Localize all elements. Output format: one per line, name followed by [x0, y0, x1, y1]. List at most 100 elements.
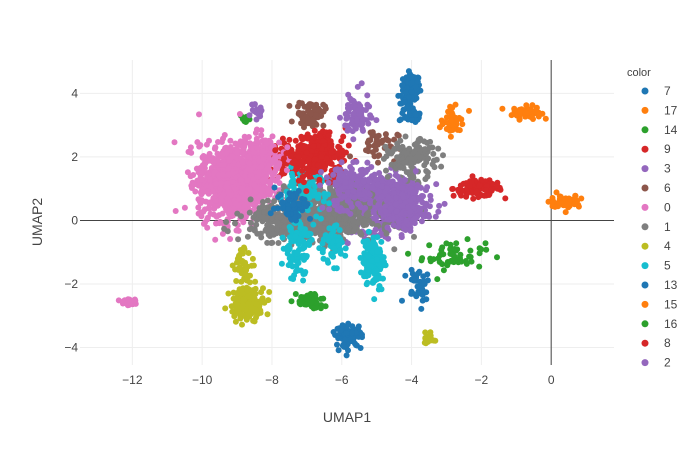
- data-point: [437, 252, 443, 259]
- data-point: [287, 259, 294, 266]
- data-point: [231, 313, 238, 320]
- data-point: [359, 126, 366, 133]
- data-point: [482, 240, 489, 247]
- data-point: [266, 289, 273, 295]
- data-point: [435, 145, 442, 152]
- data-point: [287, 225, 294, 232]
- data-point: [400, 194, 407, 201]
- data-point: [310, 305, 317, 312]
- data-point: [229, 153, 236, 160]
- data-point: [463, 260, 470, 267]
- data-point: [376, 188, 383, 195]
- data-point: [502, 195, 509, 202]
- data-point: [355, 219, 362, 226]
- data-point: [312, 156, 319, 163]
- data-point: [373, 136, 380, 143]
- data-point: [187, 173, 194, 180]
- data-point: [226, 210, 232, 217]
- data-point: [476, 182, 483, 189]
- data-point: [264, 165, 271, 172]
- data-point: [394, 154, 401, 161]
- data-point: [427, 192, 434, 199]
- data-point: [443, 126, 450, 132]
- data-point: [385, 194, 392, 201]
- data-point: [399, 82, 406, 89]
- data-point: [308, 148, 315, 154]
- data-point: [390, 222, 397, 228]
- data-point: [353, 117, 360, 124]
- data-point: [207, 210, 214, 217]
- data-point: [120, 298, 127, 305]
- data-point: [218, 139, 225, 145]
- data-point: [379, 137, 386, 144]
- data-point: [295, 153, 302, 160]
- data-point: [373, 256, 380, 263]
- data-point: [233, 301, 240, 308]
- data-point: [218, 197, 225, 204]
- data-point: [288, 170, 295, 177]
- data-point: [243, 118, 249, 125]
- data-point: [279, 135, 286, 142]
- data-point: [439, 244, 446, 251]
- data-point: [344, 240, 351, 247]
- data-point: [422, 329, 429, 336]
- data-point: [456, 127, 463, 134]
- data-point: [308, 236, 315, 243]
- data-point: [399, 297, 405, 304]
- data-point: [259, 148, 266, 155]
- data-point: [232, 185, 239, 192]
- data-point: [345, 104, 351, 111]
- data-point: [195, 182, 202, 189]
- data-point: [405, 68, 412, 75]
- data-point: [403, 218, 410, 224]
- data-point: [224, 195, 231, 202]
- data-point: [411, 233, 417, 240]
- data-point: [300, 277, 307, 284]
- data-point: [206, 150, 213, 157]
- data-point: [195, 204, 202, 211]
- data-point: [212, 236, 219, 243]
- data-point: [254, 230, 261, 237]
- data-point: [408, 288, 415, 295]
- series-14: [237, 112, 500, 283]
- series-4: [222, 244, 439, 347]
- series-17: [499, 102, 549, 123]
- data-point: [276, 139, 283, 146]
- data-point: [389, 148, 396, 155]
- data-point: [350, 218, 357, 225]
- data-point: [292, 291, 299, 297]
- data-point: [359, 331, 365, 338]
- data-point: [333, 182, 340, 189]
- data-point: [403, 89, 410, 96]
- data-point: [334, 341, 340, 348]
- data-point: [234, 290, 241, 296]
- data-point: [203, 141, 210, 148]
- data-point: [270, 230, 277, 237]
- data-point: [458, 116, 465, 123]
- data-point: [115, 297, 122, 304]
- data-point: [362, 169, 369, 175]
- series-13: [267, 184, 431, 359]
- data-point: [248, 304, 255, 311]
- data-point: [306, 168, 313, 175]
- data-point: [249, 107, 256, 113]
- data-point: [194, 139, 201, 146]
- data-point: [291, 214, 298, 221]
- data-point: [352, 342, 359, 348]
- data-point: [571, 201, 578, 208]
- data-point: [264, 239, 271, 246]
- data-point: [317, 182, 323, 189]
- data-point: [424, 169, 431, 176]
- data-point: [360, 217, 367, 224]
- data-point: [345, 91, 352, 98]
- data-point: [422, 202, 429, 209]
- data-point: [329, 188, 336, 195]
- data-point: [224, 200, 231, 207]
- data-point: [233, 295, 239, 302]
- data-point: [323, 174, 330, 181]
- data-point: [342, 336, 349, 343]
- data-point: [457, 255, 463, 262]
- data-point: [408, 117, 415, 124]
- data-point: [371, 296, 378, 303]
- data-point: [412, 168, 419, 174]
